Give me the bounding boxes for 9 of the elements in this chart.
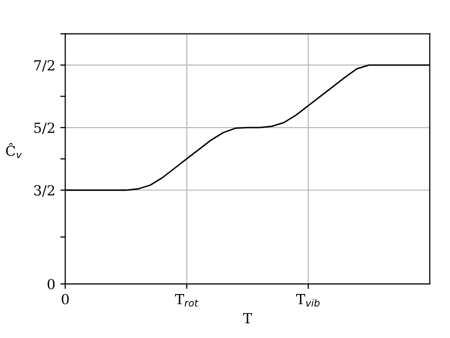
x-tick-label: T$_{rot}$ — [175, 294, 198, 307]
y-axis-title: Ĉ$_{v}$ — [6, 143, 22, 158]
x-tick-label: 0 — [62, 294, 69, 304]
y-tick-label: 5/2 — [34, 122, 54, 134]
x-tick-label: T$_{vib}$ — [296, 294, 320, 307]
y-tick-label: 3/2 — [34, 185, 54, 197]
y-tick-label: 0 — [48, 278, 55, 290]
y-tick-label: 7/2 — [34, 60, 54, 72]
x-axis-title: T — [243, 313, 252, 324]
